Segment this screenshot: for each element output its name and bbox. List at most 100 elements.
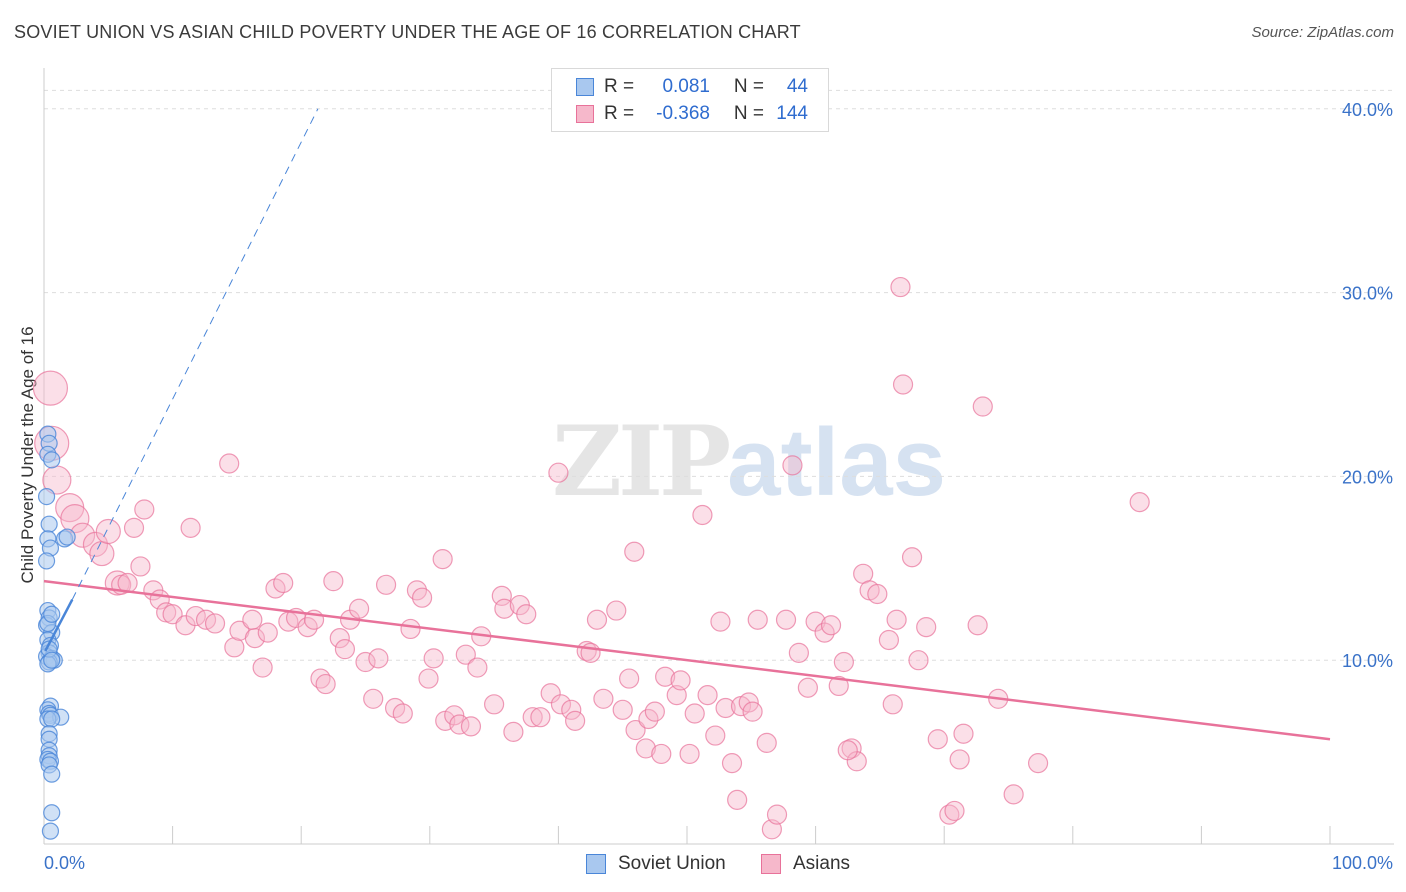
asians-point bbox=[892, 374, 914, 395]
asians-point bbox=[548, 462, 569, 483]
y-tick-label: 40.0% bbox=[1342, 100, 1393, 120]
asians-point bbox=[565, 710, 586, 731]
asians-point bbox=[679, 743, 700, 765]
asians-point bbox=[580, 642, 601, 663]
asians-point bbox=[32, 370, 69, 406]
asians-point bbox=[619, 668, 640, 689]
y-tick-label: 20.0% bbox=[1342, 467, 1393, 487]
asians-point bbox=[944, 800, 965, 822]
legend-n-label: N = bbox=[733, 76, 764, 97]
asians-point bbox=[550, 694, 572, 715]
legend-box: R = 0.081 N = 44 R = -0.368 N = 144 bbox=[551, 68, 829, 132]
asians-point bbox=[494, 598, 515, 619]
legend-row-asians: R = -0.368 N = 144 bbox=[576, 102, 808, 126]
legend-r-label: R = bbox=[604, 103, 635, 124]
bottom-legend-soviet-union: Soviet Union bbox=[586, 852, 726, 876]
asians-point bbox=[219, 453, 240, 474]
x-tick-label: 0.0% bbox=[44, 853, 85, 873]
asians-point bbox=[329, 628, 350, 649]
asians-point bbox=[273, 572, 294, 594]
asians-point bbox=[123, 517, 145, 538]
asians-point bbox=[967, 615, 988, 636]
asians-point bbox=[916, 617, 937, 638]
asians-point bbox=[953, 723, 974, 744]
asians-point bbox=[423, 648, 444, 669]
tick-labels: 10.0% 20.0% 30.0% 40.0% 0.0% 100.0% bbox=[44, 100, 1393, 873]
asians-point bbox=[224, 637, 245, 658]
asians-point bbox=[651, 743, 672, 765]
asians-point bbox=[355, 651, 376, 673]
asians-point bbox=[411, 587, 433, 608]
asians-point bbox=[363, 688, 384, 709]
asians-point bbox=[130, 556, 151, 577]
soviet-union-point bbox=[43, 451, 61, 469]
soviet-union-point bbox=[43, 765, 61, 783]
asians-point bbox=[697, 685, 718, 706]
asians-point bbox=[516, 604, 537, 625]
asians-points bbox=[32, 276, 1150, 840]
legend-swatch-pink bbox=[576, 105, 594, 123]
asians-point bbox=[418, 668, 439, 689]
asians-point bbox=[1027, 753, 1049, 774]
legend-row-soviet-union: R = 0.081 N = 44 bbox=[576, 75, 808, 99]
asians-point bbox=[742, 701, 763, 722]
legend-r-value: -0.368 bbox=[656, 103, 710, 124]
asians-point bbox=[797, 677, 818, 698]
asians-point bbox=[705, 725, 726, 746]
grid-lines bbox=[44, 89, 1394, 661]
asians-point bbox=[561, 699, 582, 720]
legend-r-value: 0.081 bbox=[662, 76, 710, 97]
asians-point bbox=[878, 629, 900, 651]
asians-point bbox=[460, 716, 482, 737]
bottom-legend-swatch-blue bbox=[586, 854, 606, 874]
asians-point bbox=[727, 789, 748, 810]
asians-point bbox=[467, 657, 488, 678]
asians-point bbox=[162, 604, 183, 625]
asians-point bbox=[334, 639, 356, 660]
asians-point bbox=[710, 611, 731, 632]
asians-point bbox=[886, 609, 907, 630]
y-tick-label: 30.0% bbox=[1342, 284, 1393, 304]
asians-point bbox=[635, 738, 656, 759]
asians-point bbox=[1003, 784, 1024, 805]
asians-point bbox=[908, 650, 929, 671]
asians-point bbox=[788, 642, 809, 663]
asians-point bbox=[323, 571, 344, 592]
soviet-union-point bbox=[40, 515, 58, 533]
asians-point bbox=[392, 703, 413, 724]
asians-point bbox=[775, 609, 797, 630]
asians-point bbox=[204, 613, 226, 634]
legend-n-value: 44 bbox=[786, 76, 808, 97]
asians-point bbox=[756, 732, 777, 754]
asians-point bbox=[530, 707, 551, 728]
asians-point bbox=[540, 683, 561, 704]
legend-n-label: N = bbox=[733, 103, 764, 124]
asians-point bbox=[60, 504, 90, 534]
trend-lines bbox=[43, 108, 1331, 741]
bottom-legend-asians: Asians bbox=[761, 852, 850, 876]
soviet-union-point bbox=[37, 488, 56, 506]
asians-point bbox=[522, 707, 543, 728]
legend-n-value: 144 bbox=[776, 103, 808, 124]
asians-point bbox=[455, 644, 476, 665]
asians-point bbox=[867, 583, 888, 605]
asians-point bbox=[644, 701, 665, 722]
asians-point bbox=[927, 729, 948, 750]
asians-point bbox=[400, 618, 421, 640]
asians-point bbox=[837, 740, 858, 761]
soviet-union-point bbox=[58, 528, 76, 546]
asians-point bbox=[833, 651, 854, 673]
soviet-union-point bbox=[43, 651, 61, 669]
asians-point bbox=[901, 547, 923, 568]
asians-point bbox=[606, 600, 627, 621]
bottom-legend-label: Soviet Union bbox=[618, 853, 726, 874]
asians-point bbox=[82, 531, 109, 557]
asians-point bbox=[375, 574, 397, 595]
y-tick-label: 10.0% bbox=[1342, 651, 1393, 671]
asians-point bbox=[655, 666, 676, 687]
legend-r-label: R = bbox=[604, 76, 635, 97]
asians-point bbox=[1129, 492, 1150, 513]
asians-point bbox=[684, 703, 705, 724]
asians-point bbox=[432, 548, 453, 570]
